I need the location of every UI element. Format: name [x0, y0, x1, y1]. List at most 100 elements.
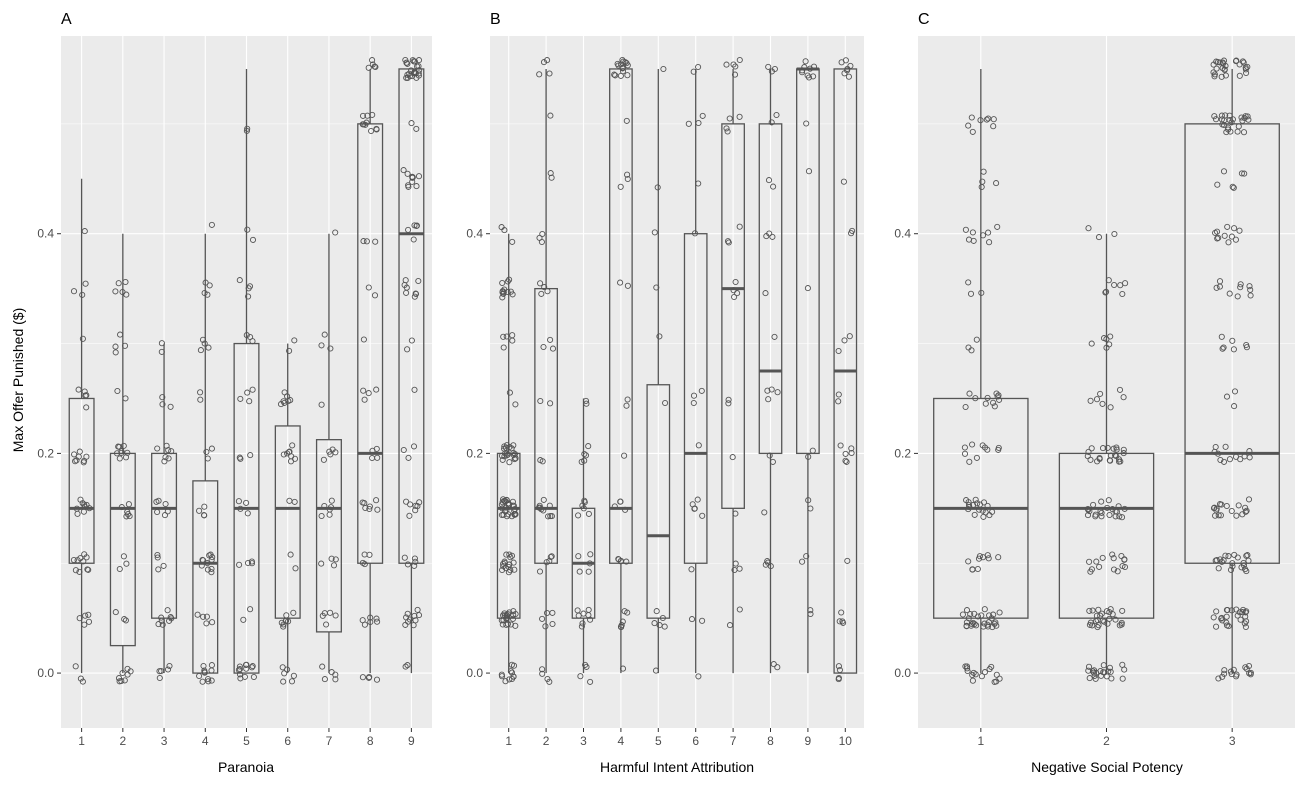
data-point — [411, 612, 418, 619]
data-point — [321, 331, 328, 338]
data-point — [400, 446, 407, 454]
data-point — [162, 454, 169, 461]
data-point — [963, 663, 971, 670]
data-point — [838, 59, 845, 66]
data-point — [408, 337, 415, 344]
data-point — [992, 619, 999, 626]
data-point — [542, 623, 549, 630]
data-point — [1099, 445, 1107, 452]
data-point — [285, 398, 292, 405]
data-point — [994, 223, 1001, 230]
data-point — [660, 65, 667, 73]
data-point — [201, 667, 208, 674]
data-point — [770, 183, 777, 190]
data-point — [973, 454, 980, 461]
data-point — [1096, 563, 1103, 570]
box-iqr — [646, 384, 671, 619]
data-point — [1242, 623, 1249, 631]
data-point — [123, 560, 130, 567]
data-point — [1210, 61, 1217, 68]
data-point — [413, 183, 420, 190]
y-tick-label: 0.2 — [37, 446, 54, 460]
data-point — [993, 390, 1000, 397]
x-tick-label: 4 — [618, 734, 625, 748]
data-point — [807, 610, 814, 618]
data-point — [1217, 512, 1224, 519]
data-point — [1107, 668, 1114, 675]
data-point — [410, 236, 417, 243]
data-point — [80, 558, 87, 565]
data-point — [847, 62, 854, 69]
data-point — [199, 336, 207, 343]
data-point — [1093, 558, 1100, 565]
data-point — [547, 336, 554, 343]
data-point — [1219, 673, 1226, 680]
data-point — [1121, 563, 1129, 571]
data-point — [81, 551, 88, 558]
data-point — [512, 511, 519, 518]
data-point — [500, 563, 507, 570]
data-point — [547, 513, 554, 520]
panel-tag: A — [61, 11, 72, 28]
data-point — [1238, 564, 1245, 571]
data-point — [1090, 669, 1098, 676]
data-point — [1243, 568, 1250, 575]
data-point — [624, 171, 631, 178]
data-point — [1226, 456, 1233, 463]
data-point — [993, 622, 1000, 629]
data-point — [507, 554, 514, 561]
data-point — [732, 278, 739, 286]
data-point — [367, 618, 374, 626]
data-point — [543, 559, 550, 566]
data-point — [400, 167, 407, 174]
data-point — [1227, 668, 1234, 675]
data-point — [729, 454, 736, 461]
data-point — [197, 389, 204, 396]
data-point — [623, 60, 630, 67]
box-iqr — [398, 68, 425, 564]
data-point — [761, 509, 768, 516]
data-point — [320, 456, 327, 463]
data-point — [983, 116, 990, 123]
data-point — [1219, 617, 1226, 624]
data-point — [805, 168, 813, 175]
y-tick-label: 0.2 — [466, 446, 483, 460]
data-point — [158, 340, 165, 347]
data-point — [1100, 662, 1107, 669]
data-point — [208, 677, 215, 684]
data-point — [973, 336, 980, 343]
x-tick-label: 10 — [839, 734, 853, 748]
data-point — [1088, 340, 1095, 347]
data-point — [1221, 66, 1228, 74]
data-point — [548, 174, 555, 181]
data-point — [848, 449, 855, 457]
data-point — [166, 662, 173, 670]
data-point — [122, 454, 130, 461]
data-point — [549, 620, 556, 628]
data-point — [505, 502, 512, 509]
data-point — [502, 678, 509, 685]
data-point — [1218, 333, 1225, 340]
data-point — [1221, 122, 1228, 129]
data-point — [1227, 128, 1234, 135]
data-point — [624, 609, 631, 616]
data-point — [698, 387, 705, 394]
data-point — [765, 177, 773, 184]
x-tick-label: 2 — [1103, 734, 1110, 748]
data-point — [1213, 65, 1220, 72]
data-point — [510, 662, 518, 669]
data-point — [979, 442, 986, 449]
data-point — [581, 497, 588, 504]
data-point — [359, 559, 366, 566]
data-point — [982, 400, 989, 407]
data-point — [844, 557, 851, 564]
data-point — [498, 224, 505, 231]
data-point — [327, 345, 334, 352]
data-point — [540, 59, 548, 66]
data-point — [415, 277, 422, 285]
data-point — [581, 450, 588, 458]
data-point — [582, 397, 590, 404]
data-point — [1234, 612, 1241, 619]
data-point — [1120, 394, 1127, 401]
data-point — [694, 496, 701, 503]
